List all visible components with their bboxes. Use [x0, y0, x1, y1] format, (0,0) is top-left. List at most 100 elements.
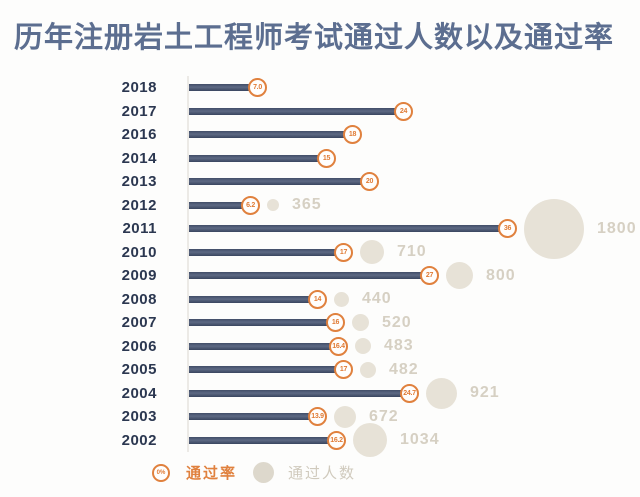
bar-track: 17 482	[187, 358, 640, 382]
year-label: 2011	[122, 220, 157, 238]
chart-row: 2003 13.9 672	[100, 405, 640, 429]
rate-badge: 20	[360, 172, 379, 192]
rate-badge: 24	[394, 101, 413, 121]
rate-bar	[189, 201, 242, 209]
bar-track: 18	[187, 123, 640, 147]
rate-badge: 6.2	[241, 195, 260, 215]
count-bubble	[267, 199, 279, 212]
rate-bar	[189, 319, 327, 327]
legend-count-label: 通过人数	[288, 465, 357, 482]
rate-bar	[189, 84, 249, 92]
count-bubble	[334, 291, 349, 307]
chart-row: 2014 15	[100, 146, 640, 170]
bar-track: 36 1800	[187, 198, 640, 259]
year-label: 2004	[121, 384, 157, 402]
rate-bar	[189, 272, 421, 280]
chart-row: 2011 36 1800	[100, 198, 640, 259]
legend-rate-circle-icon: 0%	[152, 463, 170, 482]
chart-row: 2007 16 520	[100, 311, 640, 335]
year-label: 2016	[121, 126, 157, 144]
count-bubble	[360, 240, 384, 265]
chart-row: 2002 16.2 1034	[100, 423, 640, 458]
count-bubble	[353, 423, 387, 458]
rate-bar	[189, 178, 361, 186]
rate-badge: 16.2	[327, 430, 346, 450]
count-label: 800	[486, 266, 516, 284]
bar-track: 17 710	[187, 240, 640, 265]
count-label: 440	[362, 290, 392, 308]
year-label: 2002	[121, 431, 157, 449]
rate-badge: 27	[420, 266, 439, 286]
chart-title: 历年注册岩土工程师考试通过人数以及通过率	[14, 22, 615, 54]
rate-badge: 18	[343, 125, 362, 145]
year-label: 2006	[121, 337, 157, 355]
rate-badge: 17	[334, 360, 353, 380]
chart-row: 2009 27 800	[100, 262, 640, 290]
count-bubble	[426, 377, 457, 409]
year-label: 2008	[121, 290, 157, 308]
rate-bar	[189, 413, 309, 421]
chart-row: 2004 24.7 921	[100, 377, 640, 409]
rate-bar	[189, 225, 499, 233]
rate-badge: 16.4	[329, 336, 348, 356]
chart-row: 2006 16.4 483	[100, 334, 640, 358]
year-label: 2003	[121, 408, 157, 426]
year-label: 2012	[121, 196, 157, 214]
rate-badge: 7.0	[248, 78, 267, 98]
chart-row: 2008 14 440	[100, 287, 640, 311]
bar-track: 13.9 672	[187, 405, 640, 429]
count-label: 365	[292, 196, 322, 214]
rate-bar	[189, 389, 401, 397]
count-bubble	[524, 198, 584, 259]
chart-row: 2018 7.0	[100, 76, 640, 100]
bar-track: 7.0	[187, 76, 640, 100]
year-label: 2014	[121, 149, 157, 167]
year-label: 2010	[121, 243, 157, 261]
count-bubble	[352, 314, 369, 332]
bar-track: 16 520	[187, 311, 640, 335]
count-label: 1800	[597, 219, 637, 237]
chart-row: 2010 17 710	[100, 240, 640, 265]
rate-bar	[189, 436, 328, 444]
rate-bar	[189, 295, 309, 303]
chart-row: 2005 17 482	[100, 358, 640, 382]
bar-track: 24.7 921	[187, 377, 640, 409]
year-label: 2007	[121, 314, 157, 332]
year-label: 2017	[121, 102, 157, 120]
chart-row: 2016 18	[100, 123, 640, 147]
rate-badge: 15	[317, 148, 336, 168]
bar-track: 20	[187, 170, 640, 194]
count-label: 672	[369, 407, 399, 425]
count-label: 520	[382, 313, 412, 331]
rate-badge: 17	[334, 242, 353, 262]
rate-bar	[189, 154, 318, 162]
year-label: 2013	[121, 173, 157, 191]
bar-track: 16.4 483	[187, 334, 640, 358]
bar-track: 6.2 365	[187, 193, 640, 217]
rate-bar	[189, 131, 344, 139]
rate-bar	[189, 366, 335, 374]
bar-track: 27 800	[187, 262, 640, 290]
count-label: 483	[384, 337, 414, 355]
count-bubble	[355, 338, 371, 355]
rate-badge: 24.7	[400, 383, 419, 403]
bar-track: 14 440	[187, 287, 640, 311]
bar-track: 15	[187, 146, 640, 170]
count-bubble	[360, 361, 376, 378]
legend-count-bubble-icon	[253, 462, 275, 483]
count-label: 482	[389, 360, 419, 378]
bar-track: 16.2 1034	[187, 423, 640, 458]
chart-row: 2013 20	[100, 170, 640, 194]
rate-badge: 13.9	[308, 407, 327, 427]
year-label: 2005	[121, 361, 157, 379]
rate-badge: 14	[308, 289, 327, 309]
count-bubble	[446, 262, 473, 290]
bar-track: 24	[187, 99, 640, 123]
count-label: 921	[470, 384, 500, 402]
chart-row: 2017 24	[100, 99, 640, 123]
rate-bar	[189, 248, 335, 256]
rate-badge: 16	[326, 313, 345, 333]
year-label: 2009	[121, 267, 157, 285]
legend: 0% 通过率 通过人数	[152, 462, 640, 483]
